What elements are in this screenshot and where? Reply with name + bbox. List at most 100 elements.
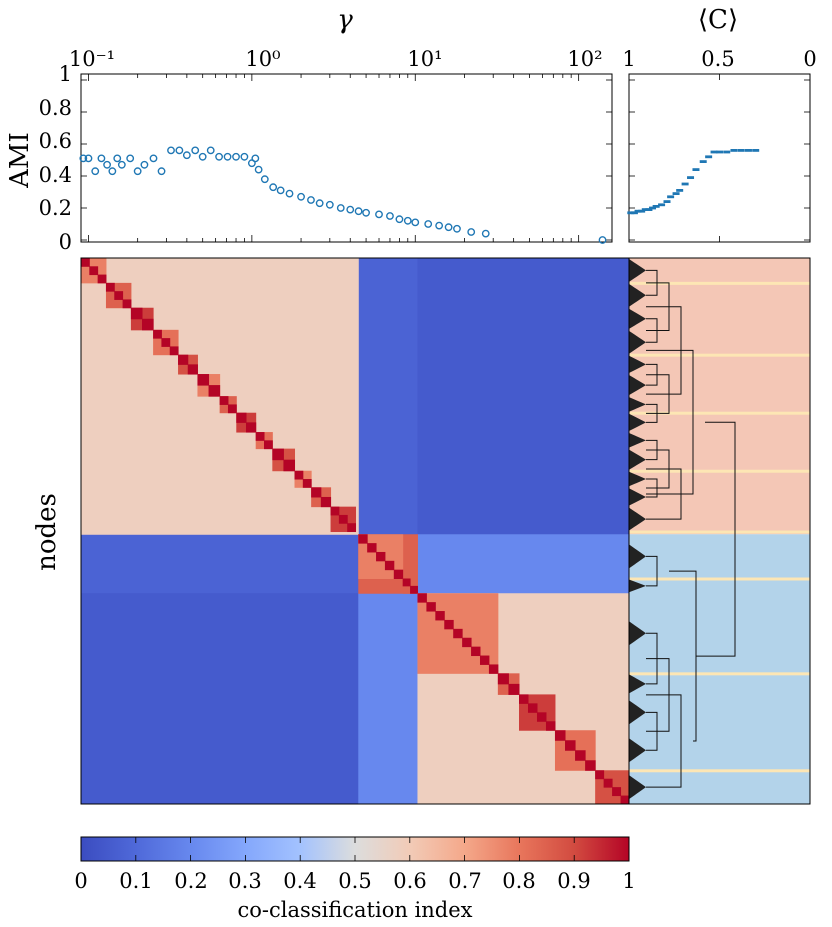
community-marker: [629, 471, 646, 487]
consensus-tick-label-2: 0.5: [701, 47, 734, 71]
ami-gamma-point: [198, 152, 207, 161]
ami-gamma-point: [260, 175, 269, 184]
ami-gamma-point: [362, 208, 370, 217]
dendrogram-link: [696, 421, 736, 657]
community-color-strip: [629, 258, 810, 804]
heatmap-diagonal-cell: [338, 514, 348, 524]
ami-gamma-point: [182, 151, 191, 160]
heatmap-diagonal-cell: [367, 543, 377, 553]
community-color-stripe: [629, 672, 810, 676]
heatmap-diagonal-cell: [178, 354, 189, 365]
heatmap-diagonal-cell: [554, 730, 566, 741]
heatmap-diagonal-cell: [393, 569, 404, 580]
heatmap-between-block: [358, 258, 418, 535]
heatmap-diagonal-cell: [453, 628, 463, 639]
dendrogram-link: [646, 694, 682, 788]
ami-gamma-point: [240, 152, 249, 161]
community-marker: [629, 621, 646, 646]
heatmap-between-block: [417, 258, 630, 535]
heatmap-diagonal-cell: [161, 338, 171, 347]
ami-gamma-point: [403, 216, 412, 225]
heatmap-diagonal-cell: [508, 683, 520, 695]
ami-gamma-point: [598, 236, 607, 244]
ami-gamma-point: [424, 220, 433, 228]
heatmap-between-block: [358, 593, 418, 805]
ami-gamma-point: [254, 165, 263, 174]
heatmap-diagonal-cell: [497, 673, 509, 685]
ami-gamma-point: [297, 192, 305, 201]
community-marker: [629, 355, 646, 374]
ami-gamma-point: [435, 221, 444, 230]
community-color-stripe: [629, 353, 810, 357]
heatmap-diagonal-cell: [471, 646, 481, 657]
ami-gamma-point: [79, 154, 88, 163]
heatmap-diagonal-cell: [153, 329, 162, 339]
ami-gamma-point: [167, 146, 175, 155]
ami-gamma-point: [149, 154, 158, 163]
ami-gamma-point: [453, 224, 461, 233]
heatmap-diagonal-cell: [585, 760, 596, 771]
dendrogram-panel: [628, 257, 811, 805]
ami-gamma-point: [467, 228, 476, 236]
heatmap-diagonal-cell: [311, 487, 322, 498]
heatmap-diagonal-cell: [565, 740, 576, 751]
ami-gamma-point: [117, 160, 126, 169]
heatmap-diagonal-cell: [620, 795, 630, 805]
gamma-minor-ticks: [80, 74, 580, 242]
heatmap-diagonal-cell: [245, 422, 257, 433]
ami-tick-label-3: 0.6: [39, 129, 72, 153]
ami-consensus-frame: [628, 73, 811, 243]
community-marker: [629, 488, 646, 506]
heatmap-diagonal-cell: [169, 346, 179, 356]
consensus-tick-label-1: 1: [622, 47, 635, 71]
community-marker: [629, 413, 646, 432]
ami-gamma-point: [206, 146, 215, 155]
ami-tick-label-4: 0.8: [39, 96, 72, 120]
ami-gamma-point: [251, 154, 260, 163]
ami-consensus-plot: 1 0.5 0 ⟨C⟩: [622, 5, 817, 243]
ami-gamma-point: [386, 212, 394, 220]
gamma-tick-label-3: 10¹: [407, 47, 442, 71]
community-color-stripe: [629, 411, 810, 415]
ami-tick-label-1: 0.2: [39, 196, 72, 220]
ami-gamma-point: [269, 183, 278, 192]
dendrogram-frame: [628, 257, 811, 805]
consensus-tick-label-3: 0: [803, 47, 816, 71]
heatmap-diagonal-cell: [376, 551, 386, 562]
heatmap-diagonal-cell: [402, 578, 411, 587]
heatmap-diagonal-cell: [227, 404, 237, 414]
ami-gamma-point: [175, 146, 184, 155]
heatmap-diagonal-cell: [545, 721, 556, 731]
heatmap-diagonal-cell: [435, 611, 445, 621]
colorbar-tick-2: 0.2: [174, 869, 207, 893]
ami-gamma-point: [232, 152, 240, 161]
ami-gamma-point: [285, 189, 294, 198]
ami-gamma-points: [79, 146, 607, 244]
community-marker: [629, 544, 646, 569]
heatmap-diagonal-cell: [294, 470, 304, 480]
community-markers: [629, 259, 646, 800]
ami-tick-label-0: 0: [59, 230, 72, 254]
heatmap-diagonal-cell: [114, 291, 124, 300]
heatmap-diagonal-cell: [236, 412, 247, 423]
community-color-block: [629, 534, 810, 804]
ami-gamma-point: [411, 218, 420, 227]
heatmap-diagonal-cell: [97, 274, 107, 284]
heatmap-diagonal-cell: [122, 299, 132, 309]
colorbar-ticks: [80, 837, 630, 861]
community-marker: [629, 507, 646, 531]
heatmap-diagonal-cell: [330, 506, 340, 516]
heatmap-diagonal-cell: [444, 619, 454, 630]
heatmap-diagonal-cell: [347, 523, 357, 533]
ami-gamma-point: [375, 210, 383, 219]
community-color-stripe: [629, 530, 810, 534]
colorbar-tick-8: 0.8: [502, 869, 535, 893]
ami-gamma-point: [84, 154, 93, 163]
community-marker: [629, 674, 646, 694]
ami-gamma-point: [108, 167, 117, 176]
heatmap-diagonal-cell: [595, 770, 605, 780]
heatmap-diagonal-cell: [272, 448, 284, 461]
heatmap-diagonal-cell: [208, 385, 221, 397]
heatmap-diagonal-cell: [219, 396, 229, 405]
gamma-tick-label-1: 10⁻¹: [69, 47, 115, 71]
